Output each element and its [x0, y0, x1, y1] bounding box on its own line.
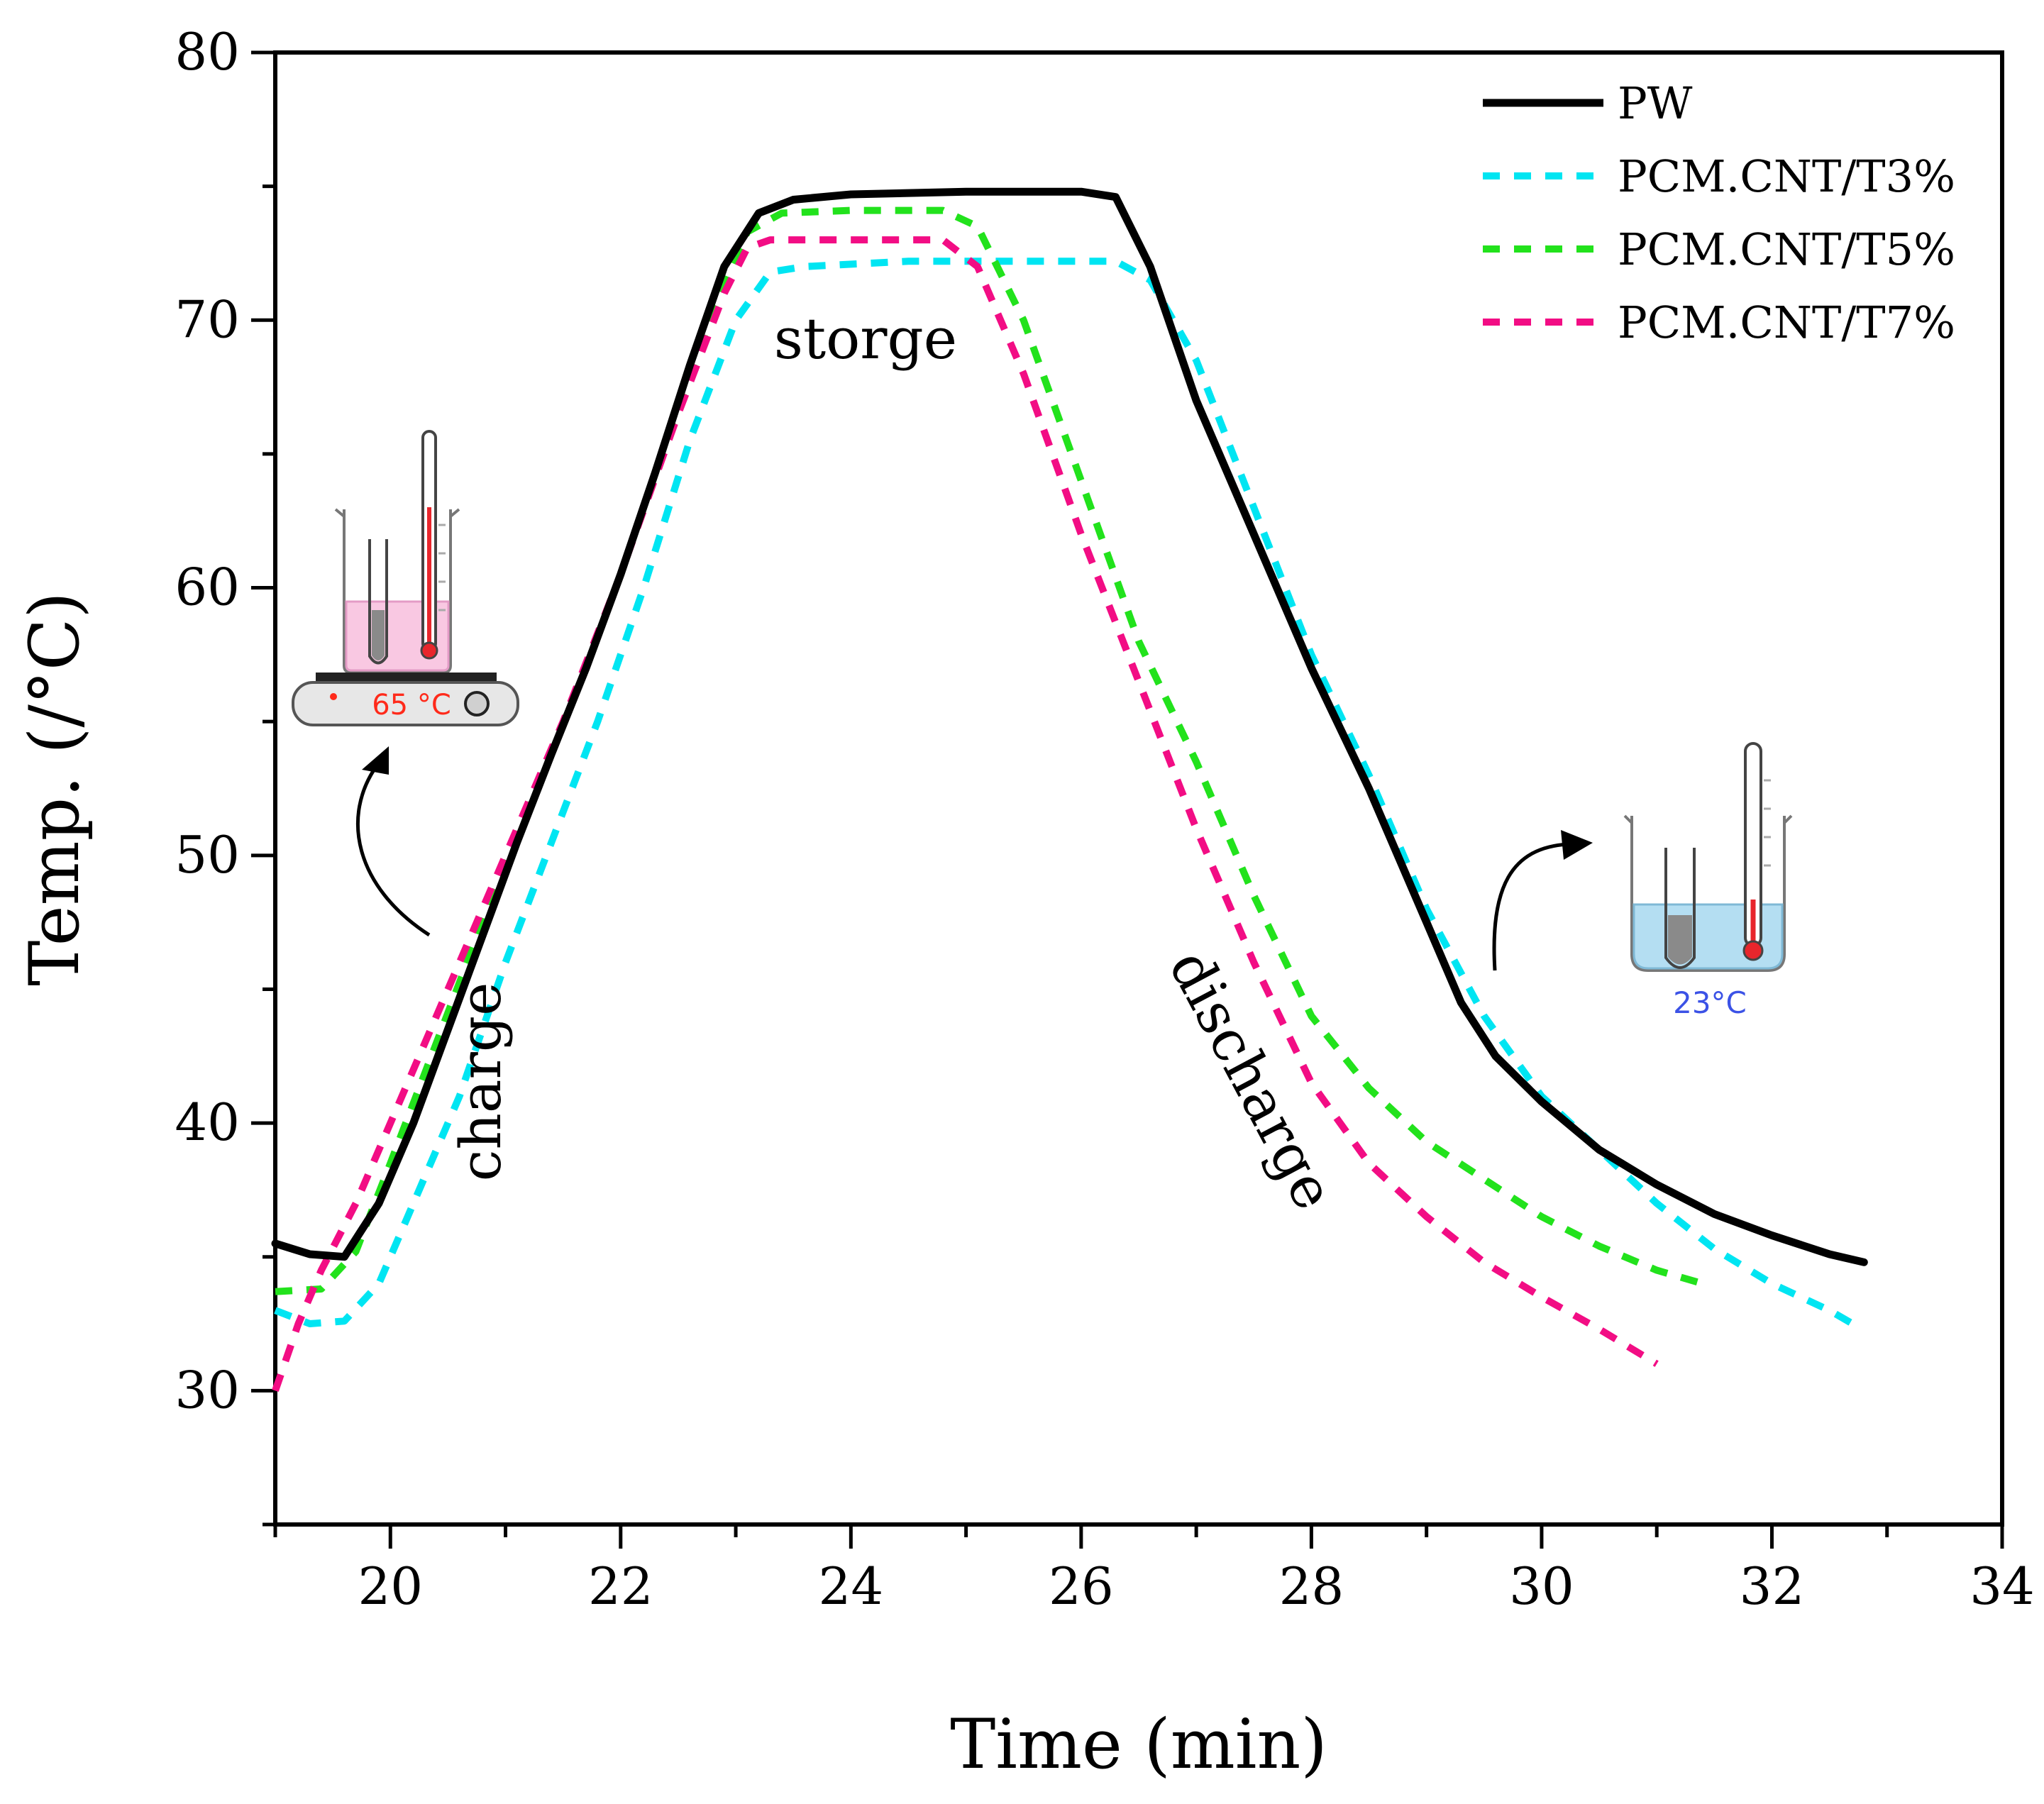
x-tick-label: 22: [588, 1556, 653, 1616]
hot-plate-beaker-illustration: 65 °C: [292, 430, 519, 937]
y-tick-label: 50: [175, 825, 240, 885]
series-layer: [271, 187, 1868, 1393]
legend: PW PCM.CNT/T3% PCM.CNT/T5% PCM.CNT/T7%: [1483, 77, 1955, 348]
x-axis-title: Time (min): [950, 1705, 1327, 1784]
hot-plate-body: [292, 681, 519, 726]
y-tick-label: 40: [175, 1092, 240, 1152]
hot-test-tube: [368, 539, 388, 665]
hot-arrow: [355, 763, 431, 937]
cold-test-tube: [1664, 848, 1696, 969]
legend-label-pcm-cnt-t3: PCM.CNT/T3%: [1618, 150, 1955, 202]
cold-bath-temperature: 23°C: [1673, 985, 1747, 1020]
cold-beaker-glass: [1630, 816, 1786, 972]
y-tick-label: 30: [175, 1360, 240, 1420]
legend-label-pcm-cnt-t5: PCM.CNT/T5%: [1618, 223, 1955, 275]
y-axis-ticks: 30 40 50 60 70 80: [175, 22, 275, 1527]
annotation-discharge: discharge: [1156, 939, 1347, 1220]
cold-bath-beaker-illustration: 23°C: [1492, 742, 1793, 1020]
legend-label-pw: PW: [1618, 77, 1693, 129]
hot-bath-temperature: 65 °C: [372, 689, 451, 721]
plot-frame: [273, 50, 2004, 1527]
x-tick-label: 32: [1740, 1556, 1805, 1616]
x-tick-label: 30: [1509, 1556, 1574, 1616]
hot-plate-top: [316, 673, 497, 681]
series-line-pw: [271, 187, 1868, 1266]
annotation-storage: storge: [774, 306, 957, 372]
x-tick-label: 28: [1279, 1556, 1344, 1616]
x-tick-label: 26: [1049, 1556, 1114, 1616]
x-axis-ticks: 20 22 24 26 28 30 32 34: [273, 1524, 2035, 1616]
hot-plate-indicator-light: [330, 693, 337, 700]
y-tick-label: 70: [175, 289, 240, 349]
x-tick-label: 24: [819, 1556, 884, 1616]
hot-plate-knob: [464, 691, 490, 716]
y-tick-label: 60: [175, 558, 240, 617]
series-line-pcm-cnt-t7: [272, 236, 1659, 1393]
series-line-pcm-cnt-t3: [274, 258, 1855, 1327]
y-tick-label: 80: [175, 22, 240, 82]
legend-label-pcm-cnt-t7: PCM.CNT/T7%: [1618, 297, 1955, 348]
series-line-pcm-cnt-t5: [275, 206, 1704, 1295]
annotation-charge: charge: [448, 983, 514, 1182]
x-tick-label: 34: [1970, 1556, 2035, 1616]
y-axis-title: Temp. (/°C): [15, 592, 94, 986]
cold-arrow: [1492, 842, 1569, 971]
x-tick-label: 20: [358, 1556, 423, 1616]
